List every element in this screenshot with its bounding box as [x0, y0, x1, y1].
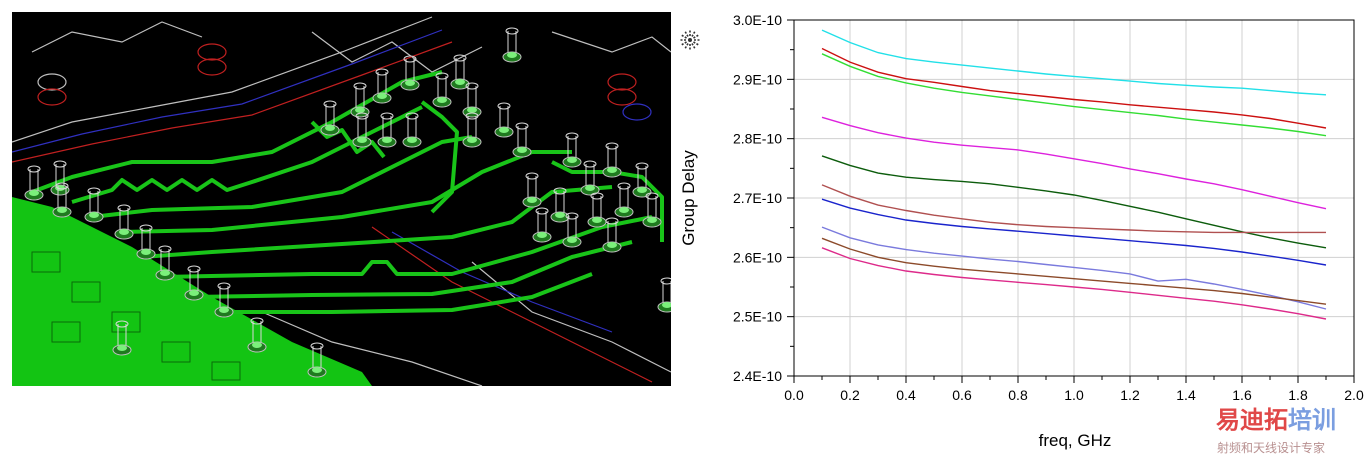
chart-ticks: [787, 19, 1355, 383]
y-tick-label: 2.4E-10: [733, 368, 782, 384]
via: [602, 142, 622, 178]
x-tick-label: 1.2: [1120, 387, 1140, 403]
via: [307, 342, 327, 378]
x-tick-label: 0.2: [840, 387, 860, 403]
via: [400, 55, 420, 91]
y-axis-label: Group Delay: [679, 150, 698, 246]
via: [502, 27, 522, 63]
x-tick-label: 1.4: [1176, 387, 1196, 403]
y-tick-label: 2.9E-10: [733, 71, 782, 87]
x-tick-label: 1.6: [1232, 387, 1252, 403]
x-tick-label: 1.0: [1064, 387, 1084, 403]
via: [632, 162, 652, 198]
via: [114, 204, 134, 240]
via: [642, 192, 662, 228]
series-line-9: [821, 237, 1327, 305]
watermark-char: 训: [1312, 406, 1336, 434]
y-tick-label: 3.0E-10: [733, 12, 782, 28]
watermark-logo: 易迪拓培训 射频和天线设计专家: [1216, 406, 1336, 455]
via: [372, 68, 392, 104]
via: [512, 122, 532, 158]
via: [614, 182, 634, 218]
x-tick-label: 0.6: [952, 387, 972, 403]
via: [602, 217, 622, 253]
y-tick-label: 2.8E-10: [733, 131, 782, 147]
via: [432, 72, 452, 108]
watermark-char: 培: [1288, 406, 1312, 434]
watermark-char: 拓: [1264, 406, 1288, 434]
series-line-8: [821, 226, 1327, 310]
via: [155, 245, 175, 281]
via: [450, 54, 470, 90]
x-axis-label: freq, GHz: [1039, 431, 1112, 450]
x-tick-label: 2.0: [1344, 387, 1364, 403]
series-line-2: [821, 47, 1327, 129]
chart-series: [821, 29, 1327, 320]
x-tick-label: 0.0: [784, 387, 804, 403]
y-tick-labels: 2.4E-10 2.5E-10 2.6E-10 2.7E-10 2.8E-10 2.9E-…: [733, 12, 782, 384]
group-delay-chart: 0.0 0.2 0.4 0.6 0.8 1.0 1.2 1.4 1.6 1.8 2.0 2.4E-1…: [672, 0, 1372, 458]
via: [562, 132, 582, 168]
via: [50, 160, 70, 196]
via: [402, 112, 422, 148]
via: [377, 112, 397, 148]
y-tick-label: 2.6E-10: [733, 249, 782, 265]
via: [494, 102, 514, 138]
watermark-char: 迪: [1240, 406, 1264, 434]
pcb-outline-layer: [12, 16, 671, 386]
via: [657, 277, 671, 313]
x-tick-label: 1.8: [1288, 387, 1308, 403]
via: [24, 165, 44, 201]
via: [136, 224, 156, 260]
pcb-layout-image: [12, 12, 671, 386]
y-tick-label: 2.5E-10: [733, 309, 782, 325]
x-tick-label: 0.8: [1008, 387, 1028, 403]
series-line-3: [821, 53, 1327, 137]
starburst-marker-icon[interactable]: [679, 29, 701, 51]
chart-canvas: 0.0 0.2 0.4 0.6 0.8 1.0 1.2 1.4 1.6 1.8 2.0 2.4E-1…: [679, 12, 1364, 455]
x-tick-label: 0.4: [896, 387, 916, 403]
via: [462, 112, 482, 148]
via: [52, 182, 72, 218]
via: [580, 160, 600, 196]
via: [532, 207, 552, 243]
series-line-7: [821, 198, 1327, 266]
watermark-char: 易: [1216, 406, 1240, 434]
via: [247, 317, 267, 353]
via: [352, 112, 372, 148]
via: [214, 282, 234, 318]
via: [184, 265, 204, 301]
via: [350, 82, 370, 118]
x-tick-labels: 0.0 0.2 0.4 0.6 0.8 1.0 1.2 1.4 1.6 1.8 2.0: [784, 387, 1364, 403]
via: [320, 100, 340, 136]
y-tick-label: 2.7E-10: [733, 190, 782, 206]
via: [112, 320, 132, 356]
via: [522, 172, 542, 208]
via: [562, 212, 582, 248]
series-line-4: [821, 116, 1327, 210]
via: [550, 187, 570, 223]
series-line-10: [821, 247, 1327, 320]
pcb-layout-drawing: [12, 16, 671, 386]
chart-grid: [793, 19, 1355, 377]
via: [462, 82, 482, 118]
pcb-vias: [24, 27, 671, 378]
via: [587, 192, 607, 228]
series-line-1: [821, 29, 1327, 96]
via: [84, 187, 104, 223]
watermark-subtitle: 射频和天线设计专家: [1217, 440, 1325, 455]
svg-text:易迪拓培训: 易迪拓培训: [1216, 406, 1336, 434]
series-line-6: [821, 184, 1326, 234]
